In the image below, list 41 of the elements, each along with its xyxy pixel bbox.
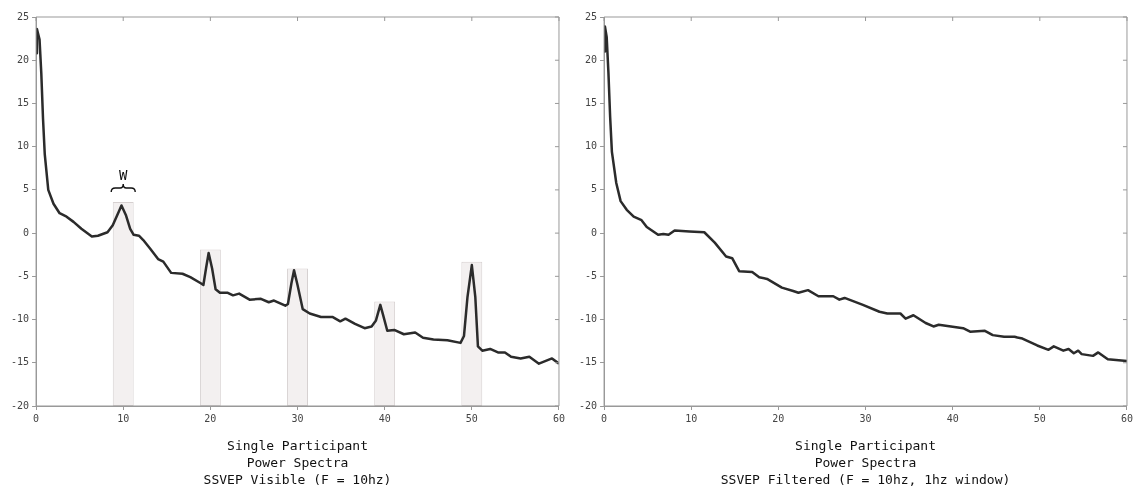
y-tick-label: 20 bbox=[585, 53, 598, 65]
y-tick-label: -10 bbox=[11, 313, 30, 325]
x-tick-label: 30 bbox=[291, 412, 304, 424]
y-tick-label: 10 bbox=[17, 140, 30, 152]
x-axis-title: SSVEP Filtered (F = 10hz, 1hz window) bbox=[720, 471, 1011, 487]
y-tick-label: 20 bbox=[17, 53, 30, 65]
annotation: W bbox=[119, 166, 128, 183]
y-tick-label: 5 bbox=[591, 183, 598, 195]
y-tick-label: -5 bbox=[17, 269, 30, 281]
x-tick-label: 40 bbox=[378, 412, 391, 424]
x-tick-label: 0 bbox=[601, 412, 608, 424]
x-axis-title: SSVEP Visible (F = 10hz) bbox=[203, 471, 392, 487]
x-tick-label: 20 bbox=[204, 412, 217, 424]
x-tick-label: 0 bbox=[33, 412, 40, 424]
x-tick-label: 20 bbox=[772, 412, 785, 424]
y-tick-label: 0 bbox=[23, 226, 30, 238]
y-tick-label: -20 bbox=[11, 399, 30, 411]
y-tick-label: 25 bbox=[585, 10, 598, 22]
x-tick-label: 10 bbox=[117, 412, 130, 424]
y-tick-label: -15 bbox=[11, 356, 30, 368]
y-tick-label: 15 bbox=[585, 97, 598, 109]
y-tick-label: 25 bbox=[17, 10, 30, 22]
text: Single Participant bbox=[795, 437, 936, 453]
y-tick-label: 10 bbox=[585, 140, 598, 152]
y-tick-label: -5 bbox=[585, 269, 598, 281]
x-tick-label: 50 bbox=[465, 412, 478, 424]
y-tick-label: -10 bbox=[579, 313, 598, 325]
y-tick-label: -15 bbox=[579, 356, 598, 368]
y-tick-label: -20 bbox=[579, 399, 598, 411]
x-tick-label: 40 bbox=[946, 412, 959, 424]
text: Power Spectra bbox=[246, 454, 349, 470]
x-tick-label: 30 bbox=[859, 412, 872, 424]
y-tick-label: 0 bbox=[591, 226, 598, 238]
y-tick-label: 5 bbox=[23, 183, 30, 195]
x-tick-label: 10 bbox=[685, 412, 698, 424]
text: Single Participant bbox=[227, 437, 368, 453]
x-tick-label: 60 bbox=[1120, 412, 1133, 424]
x-tick-label: 60 bbox=[552, 412, 565, 424]
y-tick-label: 15 bbox=[17, 97, 30, 109]
x-tick-label: 50 bbox=[1033, 412, 1046, 424]
text: Power Spectra bbox=[814, 454, 917, 470]
